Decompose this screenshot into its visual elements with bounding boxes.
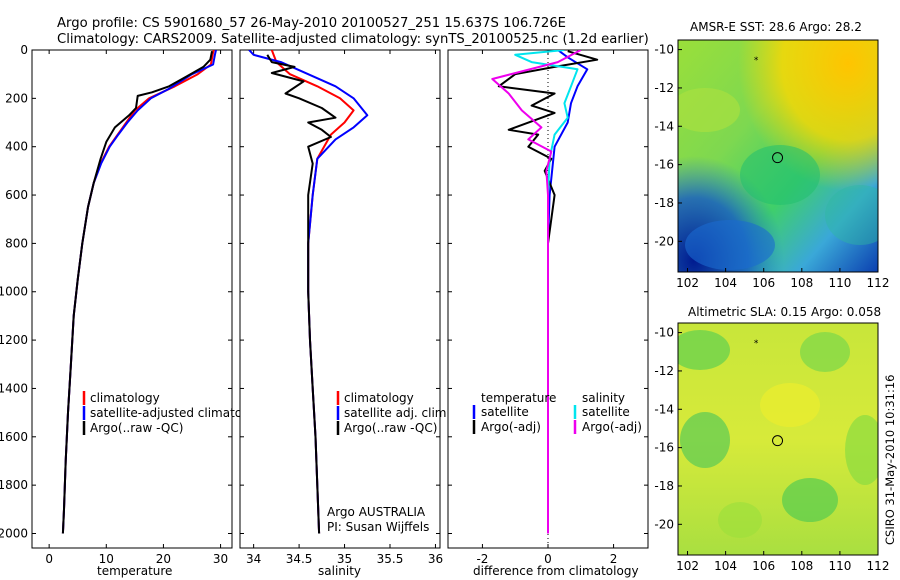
map-ytick-label: -12 <box>654 81 674 95</box>
sst-map-field <box>678 40 878 272</box>
argo-owner: Argo AUSTRALIA <box>327 505 426 519</box>
sst-map-frame <box>677 39 879 273</box>
map-ytick-label: -12 <box>654 364 674 378</box>
xtick-label: 20 <box>156 552 171 566</box>
sla-argo-location-marker <box>772 435 784 447</box>
xtick-label: 36 <box>428 552 443 566</box>
ytick-label: 1200 <box>0 333 28 347</box>
legend-sat-label: satellite-adjusted climatology <box>90 406 268 420</box>
header-line-1: Argo profile: CS 5901680_57 26-May-2010 … <box>57 16 566 31</box>
sal-legend-clim-label: climatology <box>344 391 414 405</box>
xtick-label: 0 <box>544 552 552 566</box>
salinity-legend: climatology satellite adj. clim. Argo(..… <box>336 391 450 435</box>
sst-map-ticks: 102 104 106 108 110 112 -10 -12 -14 -16 -18 -20 <box>654 43 889 290</box>
salinity-ticks: 34 34.5 35 35.5 36 <box>240 49 443 566</box>
map-xtick-label: 102 <box>676 276 699 290</box>
temperature-chart: 0 10 20 30 0 200 400 600 800 1000 1200 1400 1600 1800… <box>0 43 268 578</box>
diff-legend-sal-argo-label: Argo(-adj) <box>582 420 642 434</box>
map-ytick-label: -20 <box>654 234 674 248</box>
map-ytick-label: -18 <box>654 479 674 493</box>
map-ytick-label: -20 <box>654 517 674 531</box>
difference-chart: -2 0 2 difference from climatology tempera… <box>447 49 649 578</box>
temperature-axes-box <box>31 49 233 549</box>
map-ytick-label: -18 <box>654 196 674 210</box>
sal-legend-argo-label: Argo(..raw -QC) <box>344 421 437 435</box>
sst-map: AMSR-E SST: 28.6 Argo: 28.2 102 104 106 108… <box>654 20 889 290</box>
temperature-xlabel: temperature <box>97 564 172 578</box>
temperature-series <box>61 50 217 534</box>
sla-map-frame <box>677 322 879 556</box>
diff-legend-temp-sat-label: satellite <box>481 405 529 419</box>
sla-map-ticks: 102 104 106 108 110 112 -10 -12 -14 -16 -18 -20 <box>654 326 889 573</box>
map-xtick-label: 112 <box>867 276 890 290</box>
sla-map-title: Altimetric SLA: 0.15 Argo: 0.058 <box>688 305 881 319</box>
temperature-ticks: 0 10 20 30 0 200 400 600 800 1000 1200 1400 1600 1800… <box>0 43 232 566</box>
map-xtick-label: 104 <box>714 276 737 290</box>
difference-legend: temperature satellite Argo(-adj) salinit… <box>472 391 642 434</box>
sla-map: Altimetric SLA: 0.15 Argo: 0.058 102 104 1… <box>654 305 889 573</box>
credit-stamp: CSIRO 31-May-2010 10:31:16 <box>883 375 897 546</box>
map-ytick-label: -16 <box>654 158 674 172</box>
ytick-label: 1600 <box>0 430 28 444</box>
ytick-label: 1000 <box>0 285 28 299</box>
legend-argo-label: Argo(..raw -QC) <box>90 421 183 435</box>
sst-star-marker: * <box>754 56 759 66</box>
ytick-label: 400 <box>5 140 28 154</box>
difference-xlabel: difference from climatology <box>473 564 639 578</box>
sst-argo-location-marker <box>772 152 784 164</box>
xtick-label: -2 <box>476 552 488 566</box>
diff-legend-temp-header: temperature <box>481 391 556 405</box>
map-xtick-label: 104 <box>714 559 737 573</box>
map-ytick-label: -10 <box>654 43 674 57</box>
salinity-axes-box <box>239 49 441 549</box>
diff-legend-sal-sat-label: satellite <box>582 405 630 419</box>
xtick-label: 0 <box>45 552 53 566</box>
difference-series <box>491 50 599 534</box>
series-line-salinity-argo-adj- <box>491 50 582 534</box>
map-xtick-label: 112 <box>867 559 890 573</box>
map-ytick-label: -10 <box>654 326 674 340</box>
diff-legend-temp-argo-label: Argo(-adj) <box>481 420 541 434</box>
ytick-label: 200 <box>5 91 28 105</box>
sla-star-marker: * <box>754 339 759 349</box>
ytick-label: 1800 <box>0 478 28 492</box>
map-ytick-label: -16 <box>654 441 674 455</box>
sal-legend-sat-label: satellite adj. clim. <box>344 406 450 420</box>
temperature-legend: climatology satellite-adjusted climatolo… <box>82 391 268 435</box>
map-xtick-label: 108 <box>790 559 813 573</box>
map-xtick-label: 106 <box>752 276 775 290</box>
salinity-series <box>248 50 369 534</box>
ytick-label: 800 <box>5 236 28 250</box>
map-xtick-label: 110 <box>828 559 851 573</box>
difference-ticks: -2 0 2 <box>448 49 648 566</box>
legend-clim-label: climatology <box>90 391 160 405</box>
xtick-label: 2 <box>610 552 618 566</box>
map-ytick-label: -14 <box>654 402 674 416</box>
sst-map-title: AMSR-E SST: 28.6 Argo: 28.2 <box>690 20 862 34</box>
map-xtick-label: 110 <box>828 276 851 290</box>
map-ytick-label: -14 <box>654 119 674 133</box>
xtick-label: 10 <box>99 552 114 566</box>
xtick-label: 35 <box>337 552 352 566</box>
series-line-argo-raw-qc- <box>61 51 213 534</box>
map-xtick-label: 108 <box>790 276 813 290</box>
map-xtick-label: 102 <box>676 559 699 573</box>
ytick-label: 2000 <box>0 526 28 540</box>
sla-map-field <box>678 323 878 555</box>
salinity-chart: 34 34.5 35 35.5 36 salinity climatology sate… <box>239 49 450 578</box>
ytick-label: 1400 <box>0 381 28 395</box>
xtick-label: 34.5 <box>286 552 313 566</box>
argo-pi: PI: Susan Wijffels <box>327 520 429 534</box>
xtick-label: 34 <box>246 552 261 566</box>
salinity-xlabel: salinity <box>318 564 361 578</box>
diff-legend-sal-header: salinity <box>582 391 625 405</box>
ytick-label: 0 <box>20 43 28 57</box>
map-xtick-label: 106 <box>752 559 775 573</box>
xtick-label: 30 <box>213 552 228 566</box>
header-line-2: Climatology: CARS2009. Satellite-adjuste… <box>57 32 649 47</box>
ytick-label: 600 <box>5 188 28 202</box>
xtick-label: 35.5 <box>377 552 404 566</box>
series-line-argo-raw-qc- <box>266 54 337 534</box>
